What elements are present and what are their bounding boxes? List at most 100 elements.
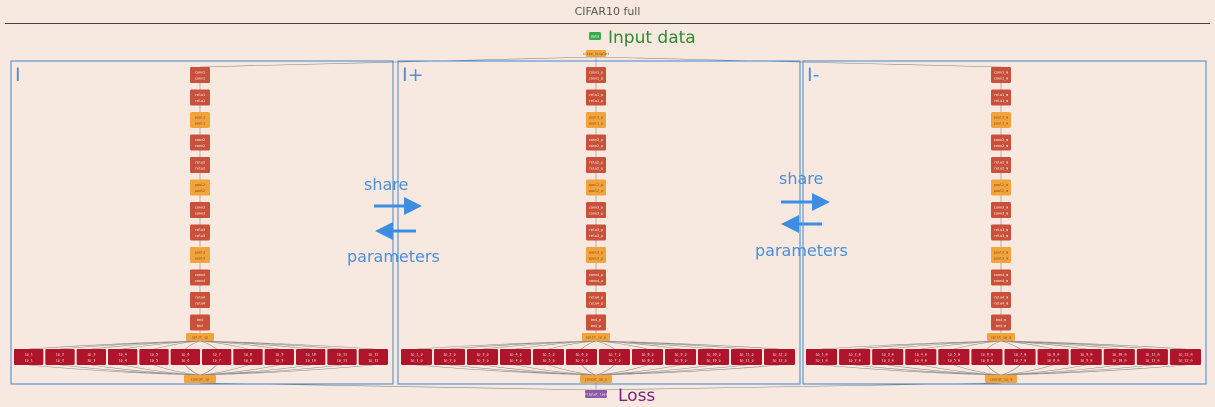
ip-head-ip_1[interactable]: ip_1 ip_1 [14,349,44,365]
layer-sublabel: conv3_m [994,212,1008,216]
ip-head-ip_10[interactable]: ip_10 ip_10 [296,349,326,365]
layer-node-conv1[interactable]: conv1_m conv1_m [991,67,1011,83]
layer-node-conv4[interactable]: conv4 conv4 [190,269,210,286]
ip-head-ip_5[interactable]: ip_5 ip_5 [139,349,169,365]
ip-head-ip_12[interactable]: ip_12 ip_12 [358,349,388,365]
layer-node-pool3[interactable]: pool3_p pool3_p [586,247,606,263]
layer-node-relu1[interactable]: relu1 relu1 [190,89,210,106]
layer-node-relu2[interactable]: relu2 relu2 [190,157,210,173]
layer-box [991,134,1011,151]
layer-node-conv3[interactable]: conv3_p conv3_p [586,202,606,218]
layer-node-conv2[interactable]: conv2 conv2 [190,134,210,151]
ip-head-ip_11[interactable]: ip_11_p ip_11_p [731,349,762,365]
ip-head-ip_2[interactable]: ip_2 ip_2 [45,349,75,365]
ip-head-ip_10[interactable]: ip_10_m ip_10_m [1103,349,1135,365]
layer-node-pool1[interactable]: pool1_p pool1_p [586,112,606,128]
ip-head-ip_10[interactable]: ip_10_p ip_10_p [698,349,729,365]
ip-head-label: ip_10_p [706,353,720,357]
layer-node-relu3[interactable]: relu3_m relu3_m [991,224,1011,241]
ip-head-ip_12[interactable]: ip_12_m ip_12_m [1169,349,1201,365]
ip-head-box [971,349,1003,365]
layer-sublabel: pool1_p [589,122,603,126]
layer-node-conv3[interactable]: conv3_m conv3_m [991,202,1011,218]
ip-head-ip_9[interactable]: ip_9_p ip_9_p [665,349,696,365]
ip-head-ip_8[interactable]: ip_8_p ip_8_p [632,349,663,365]
layer-node-relu4[interactable]: relu4 relu4 [190,292,210,308]
ip-head-ip_9[interactable]: ip_9_m ip_9_m [1070,349,1102,365]
layer-node-conv1[interactable]: conv1 conv1 [190,67,210,83]
ip-head-ip_3[interactable]: ip_3 ip_3 [76,349,106,365]
ip-head-label: ip_1 [25,353,33,357]
layer-node-pool3[interactable]: pool3_m pool3_m [991,247,1011,263]
ip-head-ip_7[interactable]: ip_7_m ip_7_m [1004,349,1036,365]
ip-head-ip_7[interactable]: ip_7 ip_7 [202,349,232,365]
ip-head-label: ip_8_p [641,353,653,357]
ip-head-ip_1[interactable]: ip_1_m ip_1_m [806,349,838,365]
concat-edge [953,364,1002,376]
ip-head-ip_5[interactable]: ip_5_p ip_5_p [533,349,564,365]
layer-node-conv1[interactable]: conv1_p conv1_p [586,67,606,83]
ip-head-ip_9[interactable]: ip_9 ip_9 [264,349,294,365]
layer-node-pool2[interactable]: pool2_p pool2_p [586,179,606,196]
layer-node-conv4[interactable]: conv4_m conv4_m [991,269,1011,286]
layer-node-relu2[interactable]: relu2_m relu2_m [991,157,1011,173]
ip-head-ip_4[interactable]: ip_4_p ip_4_p [500,349,531,365]
share-annotation-1: share parameters [347,175,440,266]
layer-node-pool1[interactable]: pool1 pool1 [190,112,210,128]
ip-head-label: ip_12_m [1178,353,1192,357]
loss-node[interactable]: triplet_loss Loss [584,386,655,406]
ip-head-ip_8[interactable]: ip_8 ip_8 [233,349,263,365]
concat-node[interactable]: concat_ip [184,375,216,383]
layer-node-relu1[interactable]: relu1_p relu1_p [586,89,606,106]
layer-sublabel: pool3_m [994,257,1008,261]
ip-head-ip_12[interactable]: ip_12_p ip_12_p [764,349,795,365]
layer-node-pool2[interactable]: pool2 pool2 [190,179,210,196]
ip-head-ip_5[interactable]: ip_5_m ip_5_m [938,349,970,365]
ip-head-sublabel: ip_10_m [1112,359,1126,363]
layer-label: pool1 [195,116,205,120]
concat-node[interactable]: concat_ip_p [580,375,612,383]
ip-head-ip_8[interactable]: ip_8_m ip_8_m [1037,349,1069,365]
ip-head-sublabel: ip_2_p [443,359,455,363]
layer-node-relu4[interactable]: relu4_p relu4_p [586,292,606,308]
layer-node-pool1[interactable]: pool1_m pool1_m [991,112,1011,128]
layer-box [991,67,1011,83]
ip-head-ip_4[interactable]: ip_4 ip_4 [108,349,138,365]
layer-node-conv4[interactable]: conv4_p conv4_p [586,269,606,286]
layer-node-conv2[interactable]: conv2_m conv2_m [991,134,1011,151]
slice-node[interactable]: slice_triplet [583,50,610,57]
layer-sublabel: relu4_p [589,302,603,306]
split-node[interactable]: split_ip_p [582,333,610,341]
ip-head-box [358,349,388,365]
layer-node-bn4[interactable]: bn4 bn4 [190,314,210,331]
panel-label: I+ [402,64,424,86]
ip-head-ip_2[interactable]: ip_2_m ip_2_m [839,349,871,365]
layer-node-bn4[interactable]: bn4_m bn4_m [991,314,1011,331]
layer-node-pool3[interactable]: pool3 pool3 [190,247,210,263]
ip-head-ip_4[interactable]: ip_4_m ip_4_m [905,349,937,365]
ip-head-ip_11[interactable]: ip_11_m ip_11_m [1136,349,1168,365]
layer-node-relu3[interactable]: relu3_p relu3_p [586,224,606,241]
ip-head-ip_11[interactable]: ip_11 ip_11 [327,349,357,365]
ip-head-sublabel: ip_10_p [706,359,720,363]
layer-node-bn4[interactable]: bn4_p bn4_p [586,314,606,331]
layer-node-relu1[interactable]: relu1_m relu1_m [991,89,1011,106]
layer-node-relu4[interactable]: relu4_m relu4_m [991,292,1011,308]
split-node[interactable]: split_ip [186,333,214,341]
ip-head-ip_3[interactable]: ip_3_m ip_3_m [872,349,904,365]
ip-head-ip_7[interactable]: ip_7_p ip_7_p [599,349,630,365]
ip-head-ip_3[interactable]: ip_3_p ip_3_p [467,349,498,365]
layer-node-relu2[interactable]: relu2_p relu2_p [586,157,606,173]
layer-node-conv3[interactable]: conv3 conv3 [190,202,210,218]
input-data-node[interactable]: data Input data [589,28,696,48]
ip-head-ip_6[interactable]: ip_6 ip_6 [170,349,200,365]
ip-head-ip_6[interactable]: ip_6_m ip_6_m [971,349,1003,365]
layer-node-pool2[interactable]: pool2_m pool2_m [991,179,1011,196]
split-node[interactable]: split_ip_m [987,333,1015,341]
ip-head-ip_6[interactable]: ip_6_p ip_6_p [566,349,597,365]
ip-head-ip_2[interactable]: ip_2_p ip_2_p [434,349,465,365]
concat-node[interactable]: concat_ip_m [985,375,1017,383]
layer-node-relu3[interactable]: relu3 relu3 [190,224,210,241]
layer-node-conv2[interactable]: conv2_p conv2_p [586,134,606,151]
ip-head-ip_1[interactable]: ip_1_p ip_1_p [401,349,432,365]
